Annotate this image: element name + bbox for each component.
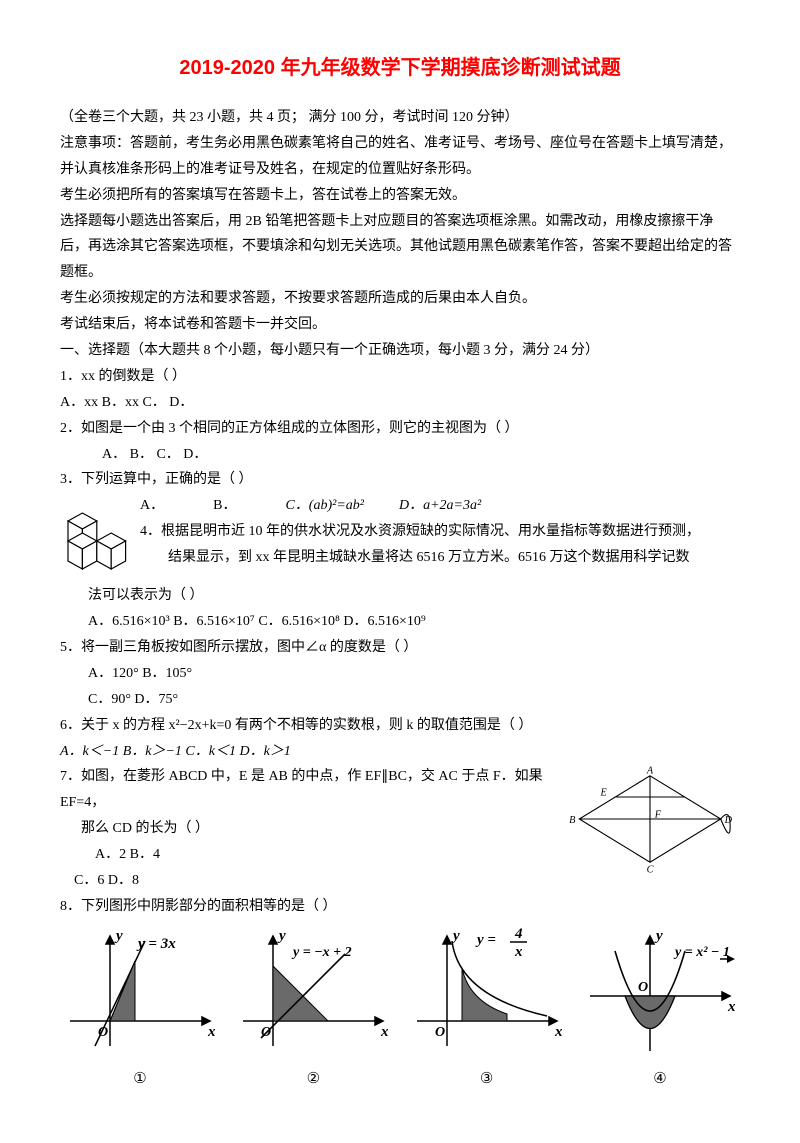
- intro-notice-4: 考生必须按规定的方法和要求答题，不按要求答题所造成的后果由本人自负。: [60, 286, 740, 312]
- svg-text:4: 4: [514, 926, 523, 942]
- svg-text:y: y: [114, 928, 123, 944]
- svg-text:O: O: [638, 980, 648, 995]
- intro-notice-1: 注意事项：答题前，考生务必用黑色碳素笔将自己的姓名、准考证号、考场号、座位号在答…: [60, 131, 740, 183]
- q6-options: A．k＜−1 B．k＞−1 C．k＜1 D．k＞1: [60, 739, 740, 765]
- graph-1: y x O y = 3x ①: [60, 926, 220, 1094]
- svg-text:x: x: [380, 1024, 389, 1040]
- q2-stem: 2．如图是一个由 3 个相同的正方体组成的立体图形，则它的主视图为（ ）: [60, 416, 740, 442]
- graph-3-label: ③: [407, 1066, 567, 1094]
- svg-text:C: C: [647, 865, 654, 875]
- svg-text:O: O: [261, 1025, 271, 1040]
- rhombus-figure: A B C D E F: [560, 764, 740, 884]
- svg-text:y = 3x: y = 3x: [136, 936, 176, 952]
- intro-scope: （全卷三个大题，共 23 小题，共 4 页； 满分 100 分，考试时间 120…: [60, 105, 740, 131]
- q8-stem: 8．下列图形中阴影部分的面积相等的是（ ）: [60, 894, 740, 920]
- svg-text:y = x² − 1: y = x² − 1: [673, 945, 730, 960]
- q1-stem: 1．xx 的倒数是（ ）: [60, 364, 740, 390]
- intro-notice-2: 考生必须把所有的答案填写在答题卡上，答在试卷上的答案无效。: [60, 183, 740, 209]
- q3-opt-a: A．: [140, 498, 164, 513]
- svg-text:x: x: [514, 944, 523, 960]
- q3-block: A． B． C．(ab)²=ab² D．a+2a=3a² 4．根据昆明市近 10…: [60, 493, 740, 583]
- q3-opt-b: B．: [213, 498, 236, 513]
- graph-4-label: ④: [580, 1066, 740, 1094]
- q1-options: A．xx B．xx C． D．: [60, 390, 740, 416]
- q3-opt-c: C．(ab)²=ab²: [285, 498, 364, 513]
- svg-text:y =: y =: [475, 932, 496, 948]
- q2-options: A． B． C． D．: [60, 442, 740, 468]
- q5-options-row2: C．90° D．75°: [60, 687, 740, 713]
- svg-text:x: x: [207, 1024, 216, 1040]
- q5-options-row1: A．120° B．105°: [60, 661, 740, 687]
- q5-stem: 5．将一副三角板按如图所示摆放，图中∠α 的度数是（ ）: [60, 635, 740, 661]
- svg-text:F: F: [654, 810, 662, 821]
- q7-options-row1: A．2 B．4: [60, 842, 560, 868]
- q7-options-row2: C．6 D．8: [60, 868, 560, 894]
- q4-stem-part1: 4．根据昆明市近 10 年的供水状况及水资源短缺的实际情况、用水量指标等数据进行…: [140, 519, 740, 545]
- q4-stem-part3: 法可以表示为（ ）: [60, 583, 740, 609]
- intro-notice-5: 考试结束后，将本试卷和答题卡一并交回。: [60, 312, 740, 338]
- q3-options-row: A． B． C．(ab)²=ab² D．a+2a=3a²: [140, 493, 740, 519]
- page-title: 2019-2020 年九年级数学下学期摸底诊断测试试题: [60, 50, 740, 87]
- svg-text:A: A: [646, 766, 654, 777]
- svg-text:E: E: [600, 788, 608, 799]
- svg-text:x: x: [727, 999, 736, 1015]
- q7-block: 7．如图，在菱形 ABCD 中，E 是 AB 的中点，作 EF∥BC，交 AC …: [60, 764, 740, 893]
- cube-figure: [60, 493, 140, 583]
- q3-stem: 3．下列运算中，正确的是（ ）: [60, 467, 740, 493]
- svg-text:y: y: [654, 928, 663, 944]
- svg-text:y = −x + 2: y = −x + 2: [291, 945, 352, 960]
- q8-graphs: y x O y = 3x ①: [60, 926, 740, 1094]
- svg-text:y: y: [277, 928, 286, 944]
- graph-2-label: ②: [233, 1066, 393, 1094]
- svg-text:x: x: [554, 1024, 563, 1040]
- intro-notice-3: 选择题每小题选出答案后，用 2B 铅笔把答题卡上对应题目的答案选项框涂黑。如需改…: [60, 209, 740, 287]
- svg-text:O: O: [435, 1025, 445, 1040]
- q4-stem-part2: 结果显示，到 xx 年昆明主城缺水量将达 6516 万立方米。6516 万这个数…: [140, 545, 740, 571]
- svg-text:B: B: [569, 815, 576, 826]
- graph-1-label: ①: [60, 1066, 220, 1094]
- q4-options: A．6.516×10³ B．6.516×10⁷ C．6.516×10⁸ D．6.…: [60, 609, 740, 635]
- graph-2: y x O y = −x + 2 ②: [233, 926, 393, 1094]
- q7-stem-2: 那么 CD 的长为（ ）: [60, 816, 560, 842]
- graph-3: y x O y = 4 x ③: [407, 926, 567, 1094]
- q7-stem-1: 7．如图，在菱形 ABCD 中，E 是 AB 的中点，作 EF∥BC，交 AC …: [60, 764, 560, 816]
- svg-text:y: y: [451, 928, 460, 944]
- section-1-heading: 一、选择题（本大题共 8 个小题，每小题只有一个正确选项，每小题 3 分，满分 …: [60, 338, 740, 364]
- q3-opt-d: D．a+2a=3a²: [399, 498, 481, 513]
- q6-stem: 6．关于 x 的方程 x²−2x+k=0 有两个不相等的实数根，则 k 的取值范…: [60, 713, 740, 739]
- svg-text:D: D: [724, 815, 733, 826]
- graph-4: y x O y = x² − 1 ④: [580, 926, 740, 1094]
- svg-text:O: O: [98, 1025, 108, 1040]
